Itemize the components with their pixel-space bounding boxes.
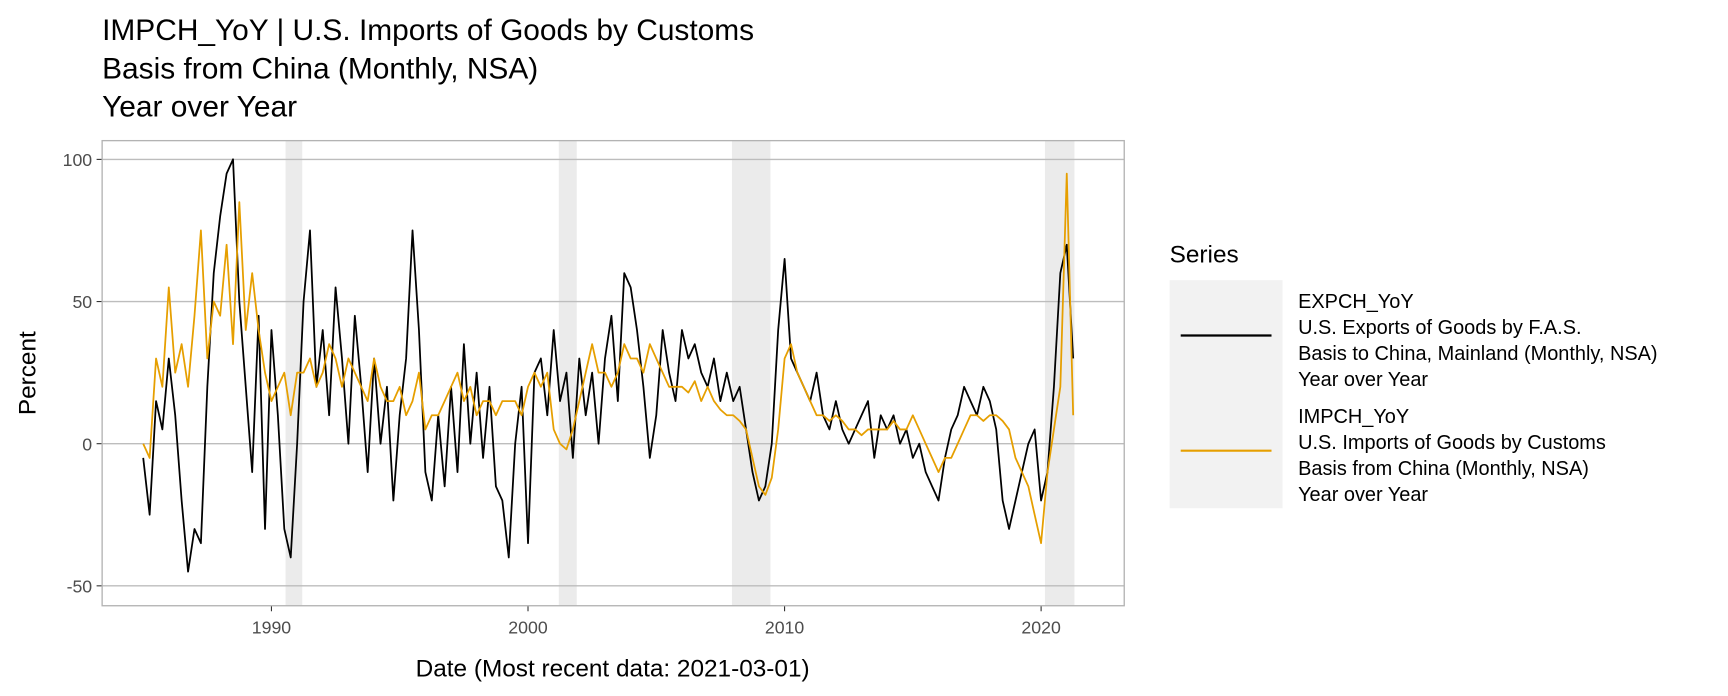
x-tick-label: 2020: [1021, 617, 1061, 637]
panel: [102, 140, 1125, 606]
chart-title: Year over Year: [102, 90, 297, 123]
legend-label: Basis from China (Monthly, NSA): [1298, 458, 1589, 480]
recession-shade: [731, 140, 771, 606]
legend-label: U.S. Imports of Goods by Customs: [1298, 432, 1606, 454]
recession-shade: [285, 140, 303, 606]
recession-shade: [1044, 140, 1075, 606]
x-tick-label: 2010: [765, 617, 805, 637]
y-tick-label: -50: [67, 576, 93, 596]
legend-label: Basis to China, Mainland (Monthly, NSA): [1298, 343, 1657, 365]
legend-title: Series: [1170, 241, 1239, 268]
legend-label: U.S. Exports of Goods by F.A.S.: [1298, 317, 1581, 339]
series-line: [142, 172, 1075, 545]
legend-label: IMPCH_YoY: [1298, 406, 1409, 428]
legend-key-bg: [1169, 280, 1283, 509]
legend-label: EXPCH_YoY: [1298, 291, 1414, 313]
x-tick-label: 2000: [508, 617, 548, 637]
chart-title: IMPCH_YoY | U.S. Imports of Goods by Cus…: [102, 14, 754, 47]
panel-border: [101, 139, 1125, 607]
legend-label: Year over Year: [1298, 484, 1428, 506]
y-axis-label: Percent: [15, 331, 42, 415]
y-tick-label: 0: [82, 434, 92, 454]
y-tick-label: 50: [72, 292, 92, 312]
x-axis-label: Date (Most recent data: 2021-03-01): [416, 656, 810, 683]
chart-title: Basis from China (Monthly, NSA): [102, 53, 538, 86]
series-line: [142, 158, 1075, 573]
x-tick-label: 1990: [252, 617, 292, 637]
y-tick-label: 100: [63, 150, 93, 170]
legend-label: Year over Year: [1298, 369, 1428, 391]
recession-shade: [558, 140, 577, 606]
